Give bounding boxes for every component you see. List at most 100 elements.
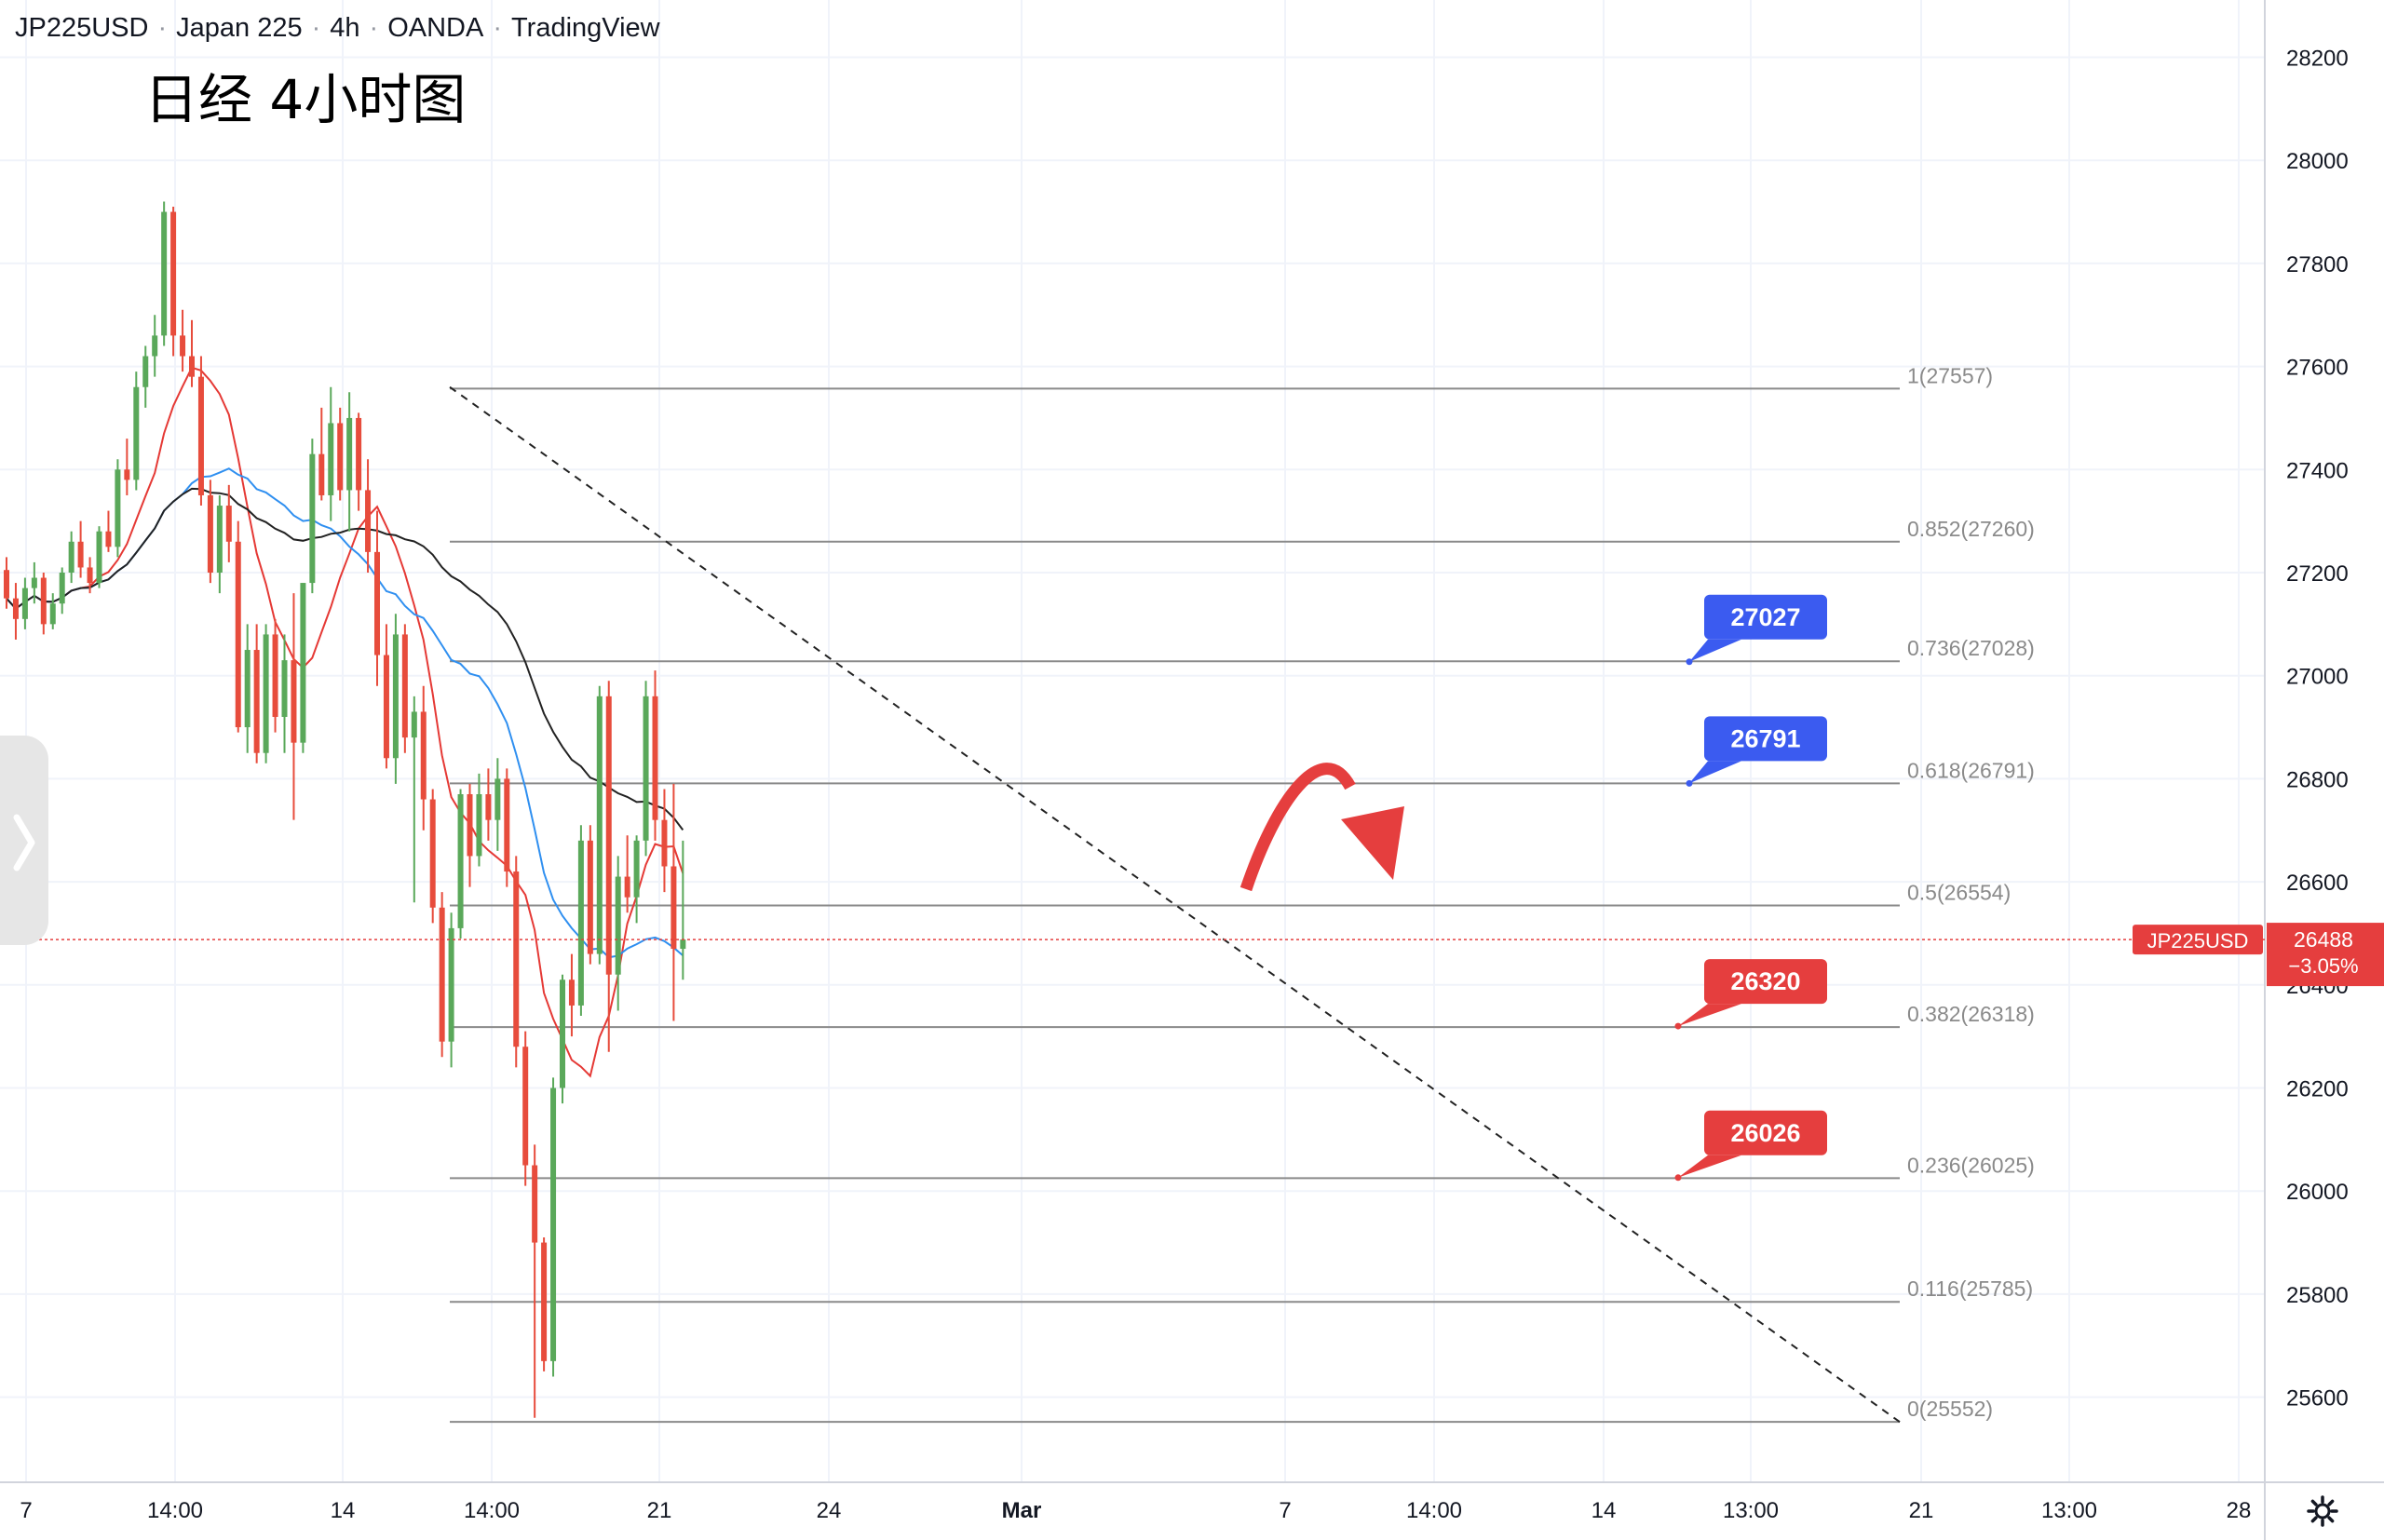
- callout-box: [1704, 1110, 1827, 1155]
- trendline[interactable]: [449, 385, 1901, 1423]
- time-tick-label: 28: [2227, 1498, 2252, 1523]
- price-tick-label: 28200: [2286, 47, 2349, 72]
- candle-body: [272, 634, 278, 717]
- candle-body: [142, 356, 149, 387]
- fib-level-label: 0.736(27028): [1907, 636, 2035, 660]
- candle-body: [670, 866, 677, 950]
- candle-body: [420, 711, 427, 800]
- price-tick-label: 26000: [2286, 1180, 2349, 1205]
- forecast-arrow-head: [1341, 806, 1404, 880]
- candle-body: [643, 696, 649, 841]
- candle-body: [40, 577, 47, 625]
- callout-box: [1704, 959, 1827, 1005]
- candle-body: [467, 794, 473, 857]
- symbol-price-tag: [2133, 925, 2263, 955]
- price-badge: [2267, 923, 2384, 987]
- price-tick-label: 28000: [2286, 149, 2349, 174]
- fib-level-label: 1(27557): [1907, 363, 1993, 387]
- chevron-right-icon: [13, 814, 35, 871]
- candle-body: [207, 494, 213, 573]
- symbol-name: Japan 225: [176, 13, 303, 43]
- callout-anchor: [1686, 658, 1693, 666]
- candle-body: [235, 541, 241, 728]
- fib-level-label: 0.236(26025): [1907, 1153, 2035, 1177]
- forecast-arrow[interactable]: [1239, 763, 1404, 892]
- symbol-code[interactable]: JP225USD: [15, 13, 149, 43]
- fib-level-label: 0.852(27260): [1907, 517, 2035, 541]
- candle-body: [180, 335, 186, 357]
- callout-anchor: [1674, 1022, 1682, 1030]
- time-tick-label: 14:00: [464, 1498, 520, 1523]
- callout-label: 27027: [1730, 603, 1800, 631]
- candle-body: [216, 506, 223, 573]
- candle-body: [281, 660, 288, 717]
- candle-body: [346, 417, 353, 491]
- chart-grid: [0, 0, 2265, 1482]
- price-tick-label: 25600: [2286, 1386, 2349, 1412]
- gear-icon[interactable]: [2306, 1494, 2339, 1528]
- time-tick-label: 14:00: [147, 1498, 203, 1523]
- time-tick-label: 13:00: [1723, 1498, 1779, 1523]
- time-tick-label: 21: [1909, 1498, 1934, 1523]
- candle-body: [374, 551, 380, 655]
- dashed-trendline: [449, 385, 1901, 1423]
- fib-level-label: 0(25552): [1907, 1397, 1993, 1421]
- time-tick-label: 7: [20, 1498, 32, 1523]
- time-tick-label: 14: [1592, 1498, 1617, 1523]
- candle-body: [365, 490, 372, 552]
- platform: TradingView: [511, 13, 660, 43]
- candle-body: [532, 1165, 538, 1243]
- candle-body: [124, 469, 130, 480]
- price-tick-label: 25800: [2286, 1283, 2349, 1308]
- candle-body: [133, 386, 140, 480]
- candle-body: [68, 541, 74, 573]
- candle-body: [12, 598, 19, 619]
- annotation-title: 日经 4小时图: [144, 68, 467, 131]
- price-tick-label: 27400: [2286, 458, 2349, 483]
- candle-body: [115, 469, 121, 547]
- callout-pointer: [1678, 1155, 1741, 1178]
- callout-label: 26320: [1730, 967, 1800, 995]
- candle-body: [105, 531, 112, 547]
- callout-anchor: [1674, 1174, 1682, 1182]
- price-callouts[interactable]: 27027 26791 26320 26026: [1674, 594, 1828, 1182]
- candle-body: [633, 840, 640, 898]
- forecast-arrow-curve: [1239, 763, 1356, 892]
- callout-pointer: [1689, 761, 1741, 784]
- candle-body: [661, 819, 668, 867]
- time-tick-label: 7: [1279, 1498, 1291, 1523]
- candle-body: [457, 794, 464, 928]
- candle-body: [87, 567, 93, 584]
- price-badge-value: 26488: [2294, 927, 2353, 952]
- candle-body: [476, 794, 482, 857]
- candle-body: [49, 603, 56, 625]
- candle-body: [577, 840, 584, 1006]
- timeframe[interactable]: 4h: [330, 13, 360, 43]
- ma-slow-line: [6, 487, 684, 831]
- symbol-tag-label: JP225USD: [2147, 929, 2249, 952]
- candle-body: [225, 506, 232, 542]
- callout-label: 26791: [1730, 724, 1800, 752]
- callout-box: [1704, 594, 1827, 640]
- candle-body: [21, 588, 28, 619]
- fibonacci-retracement[interactable]: 1(27557) 0.852(27260) 0.736(27028) 0.618(26…: [450, 363, 2035, 1424]
- side-panel-toggle[interactable]: [0, 736, 48, 945]
- time-tick-label: 24: [817, 1498, 842, 1523]
- candle-body: [318, 453, 325, 495]
- price-tick-label: 26200: [2286, 1077, 2349, 1102]
- candle-body: [550, 1087, 557, 1361]
- candle-body: [253, 650, 260, 753]
- candle-body: [170, 211, 177, 336]
- price-tick-label: 26600: [2286, 871, 2349, 896]
- candle-body: [596, 696, 603, 954]
- candle-body: [401, 634, 408, 738]
- moving-averages: [6, 366, 684, 1078]
- candle-body: [328, 423, 334, 495]
- candle-body: [652, 696, 658, 820]
- candle-body: [152, 335, 158, 357]
- candle-body: [624, 876, 630, 898]
- time-tick-label: 21: [647, 1498, 672, 1523]
- time-tick-label: Mar: [1002, 1498, 1042, 1523]
